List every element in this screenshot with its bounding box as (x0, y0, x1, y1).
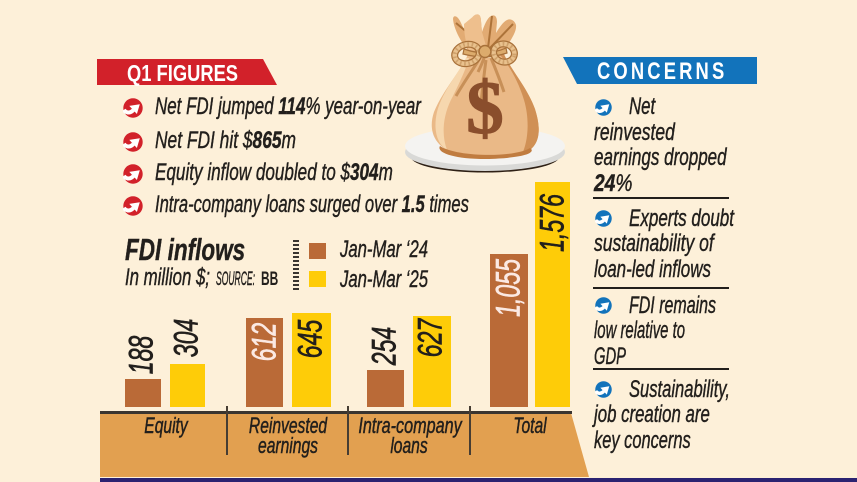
svg-text:$: $ (466, 67, 504, 150)
